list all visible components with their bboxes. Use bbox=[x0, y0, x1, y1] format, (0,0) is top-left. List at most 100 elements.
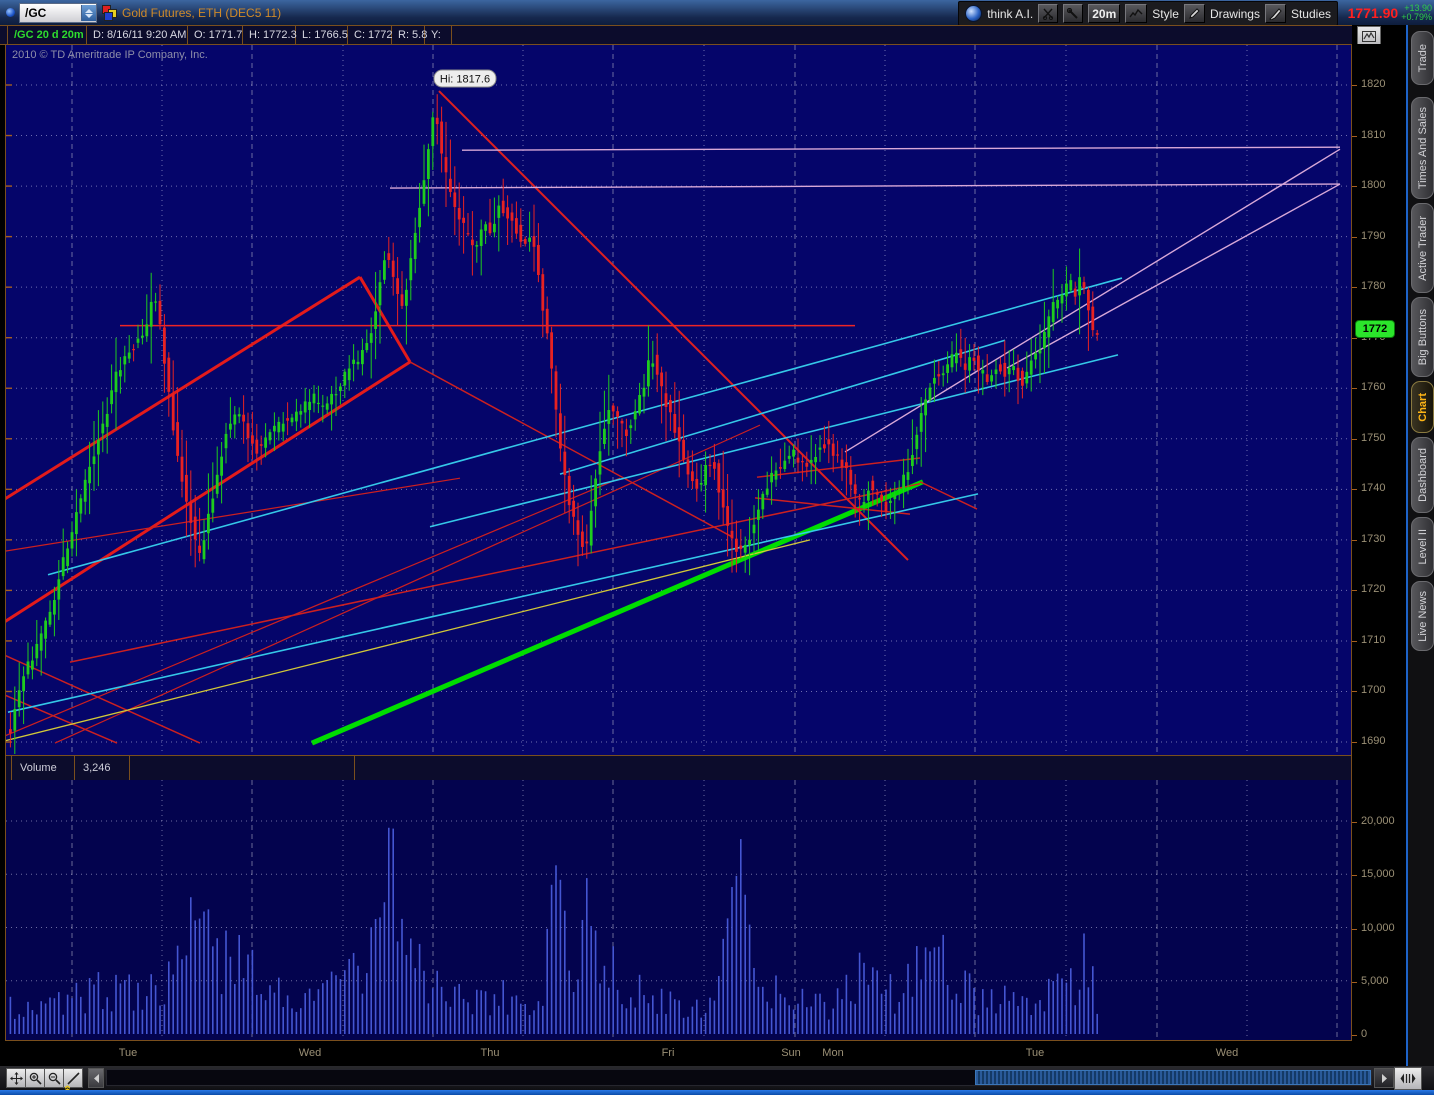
candlestick-series bbox=[9, 94, 1099, 755]
price-tick bbox=[1352, 236, 1357, 238]
zoom-out-button[interactable] bbox=[44, 1068, 64, 1088]
tab-chart[interactable]: Chart bbox=[1411, 381, 1434, 433]
trendline-cyan-3[interactable] bbox=[429, 354, 1119, 528]
volume-pane[interactable] bbox=[5, 780, 1352, 1041]
symbol-input[interactable]: /GC bbox=[19, 3, 97, 23]
tab-dashboard[interactable]: Dashboard bbox=[1411, 437, 1434, 513]
quote-box: 1771.90 +13.90 +0.79% bbox=[1340, 1, 1432, 24]
volume-label: Volume bbox=[11, 756, 75, 780]
trendline-red-fan-1[interactable] bbox=[6, 477, 621, 738]
volume-header-row: Volume 3,246 bbox=[5, 755, 1352, 781]
trendline-channel-red-upper[interactable] bbox=[6, 275, 361, 502]
studies-button[interactable] bbox=[1264, 4, 1286, 23]
trendline-cyan-2[interactable] bbox=[7, 493, 979, 713]
drawings-label[interactable]: Drawings bbox=[1209, 6, 1260, 21]
timeframe-button[interactable]: 20m bbox=[1088, 4, 1121, 23]
trendline-cyan-1[interactable] bbox=[47, 277, 1123, 576]
price-axis-label: 1740 bbox=[1361, 482, 1386, 495]
tab-live-news[interactable]: Live News bbox=[1411, 581, 1434, 651]
expand-horizontal-button[interactable] bbox=[1394, 1067, 1422, 1090]
trendline-yellow-line[interactable] bbox=[6, 539, 811, 742]
trendline-red-mon-upper[interactable] bbox=[756, 457, 921, 478]
price-axis-label: 1690 bbox=[1361, 735, 1386, 748]
svg-text:Hi: 1817.6: Hi: 1817.6 bbox=[440, 74, 490, 86]
spinner-down-icon[interactable] bbox=[85, 13, 93, 18]
volume-axis-label: 15,000 bbox=[1361, 868, 1395, 881]
symbol-dropdown-spinner[interactable] bbox=[81, 5, 96, 21]
think-ai-label[interactable]: think A.I. bbox=[987, 6, 1034, 21]
time-axis[interactable]: Tue Wed Thu Fri Sun Mon Tue Wed bbox=[5, 1041, 1352, 1066]
price-tick bbox=[1352, 135, 1357, 137]
symbol-value: /GC bbox=[25, 6, 47, 20]
volume-spacer-cell bbox=[130, 756, 355, 780]
pan-tool-button[interactable] bbox=[6, 1068, 26, 1088]
time-axis-label: Thu bbox=[480, 1047, 500, 1059]
ohlc-status-row: /GC 20 d 20m D: 8/16/11 9:20 AM O: 1771.7 H… bbox=[0, 25, 1352, 45]
wrench-icon bbox=[1067, 7, 1078, 19]
mini-chart-icon bbox=[1362, 30, 1376, 42]
tab-times-and-sales[interactable]: Times And Sales bbox=[1411, 97, 1434, 199]
cut-button[interactable] bbox=[1038, 4, 1059, 23]
price-axis-label: 1780 bbox=[1361, 280, 1386, 293]
price-tick bbox=[1352, 85, 1357, 86]
time-axis-label: Fri bbox=[661, 1047, 675, 1059]
price-chart-canvas[interactable]: Hi: 1817.6 2010 © TD Ameritrade IP Compan… bbox=[6, 45, 1351, 755]
price-axis-label: 1720 bbox=[1361, 583, 1386, 596]
tab-trade[interactable]: Trade bbox=[1411, 31, 1434, 85]
zoom-in-button[interactable] bbox=[25, 1068, 45, 1088]
scroll-left-button[interactable] bbox=[88, 1068, 104, 1088]
trendline-down-mid[interactable] bbox=[409, 361, 733, 538]
trendline-support-green-thick[interactable] bbox=[311, 479, 924, 746]
time-axis-label: Tue bbox=[118, 1047, 138, 1059]
trendline-icon bbox=[66, 1071, 80, 1085]
volume-axis-label: 20,000 bbox=[1361, 815, 1395, 827]
zoom-out-icon bbox=[48, 1072, 61, 1085]
scroll-right-button[interactable] bbox=[1374, 1068, 1394, 1088]
scrollbar-thumb[interactable] bbox=[975, 1070, 1371, 1085]
trendline-asc-red-1[interactable] bbox=[69, 483, 921, 663]
right-arrow-icon bbox=[1381, 1073, 1387, 1083]
status-dot-icon bbox=[6, 8, 15, 17]
chart-scrollbar[interactable] bbox=[106, 1069, 1372, 1086]
chart-popout-button[interactable] bbox=[1357, 26, 1381, 46]
price-change: +13.90 bbox=[1404, 2, 1432, 13]
settings-button[interactable] bbox=[1063, 4, 1084, 23]
drawings-button[interactable] bbox=[1183, 4, 1205, 23]
status-cell-6: R: 5.8 bbox=[392, 26, 427, 44]
time-axis-label: Mon bbox=[822, 1047, 844, 1059]
price-chart-pane[interactable]: Hi: 1817.6 2010 © TD Ameritrade IP Compan… bbox=[5, 44, 1352, 756]
style-label[interactable]: Style bbox=[1152, 6, 1179, 21]
tab-active-trader[interactable]: Active Trader bbox=[1411, 203, 1434, 293]
tab-label: Times And Sales bbox=[1416, 106, 1429, 190]
line-tool-button[interactable] bbox=[63, 1068, 83, 1088]
trendline-red-flat-left[interactable] bbox=[6, 477, 461, 552]
status-cell-7: Y: bbox=[425, 26, 452, 44]
tab-label: Live News bbox=[1416, 590, 1429, 642]
paintbrush-icon bbox=[1269, 7, 1282, 20]
price-tick bbox=[1352, 287, 1357, 289]
tab-big-buttons[interactable]: Big Buttons bbox=[1411, 297, 1434, 377]
studies-label[interactable]: Studies bbox=[1290, 6, 1331, 21]
trendline-channel-red-cap[interactable] bbox=[358, 276, 412, 363]
window-bottom-border bbox=[0, 1090, 1434, 1095]
trendline-channel-red-lower[interactable] bbox=[6, 360, 411, 625]
price-axis[interactable]: 1820181018001790178017701760175017401730… bbox=[1352, 44, 1406, 1066]
volume-axis-label: 5,000 bbox=[1361, 974, 1389, 987]
status-cell-0: /GC 20 d 20m bbox=[7, 26, 87, 44]
trendline-red-mon-lower[interactable] bbox=[754, 497, 911, 515]
trendline-pink-horizontal-1[interactable] bbox=[461, 146, 1341, 151]
trendline-red-fan-2[interactable] bbox=[54, 424, 761, 744]
trendline-pink-horizontal-2[interactable] bbox=[389, 183, 1341, 189]
link-color-grid-icon[interactable] bbox=[101, 5, 117, 21]
volume-chart-canvas[interactable] bbox=[6, 780, 1351, 1039]
style-button[interactable] bbox=[1125, 4, 1148, 23]
trendline-pink-diagonal-2[interactable] bbox=[1006, 183, 1341, 369]
trendline-cyan-4[interactable] bbox=[559, 339, 1006, 475]
tab-label: Level II bbox=[1416, 529, 1429, 565]
spinner-up-icon[interactable] bbox=[85, 8, 93, 13]
bottom-toolbar: » bbox=[0, 1066, 1434, 1092]
trendline-red-short-end[interactable] bbox=[919, 481, 978, 510]
price-change-percent: +0.79% bbox=[1401, 11, 1432, 22]
tab-level-ii[interactable]: Level II bbox=[1411, 517, 1434, 577]
